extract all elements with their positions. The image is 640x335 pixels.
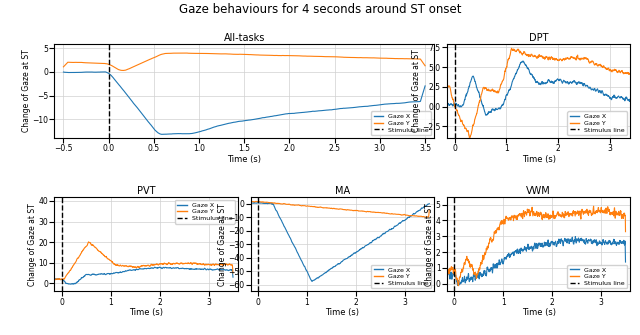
Y-axis label: Change of Gaze at ST: Change of Gaze at ST	[218, 203, 227, 285]
Y-axis label: Change of Gaze at ST: Change of Gaze at ST	[28, 203, 37, 285]
X-axis label: Time (s): Time (s)	[522, 155, 556, 164]
Title: MA: MA	[335, 186, 350, 196]
X-axis label: Time (s): Time (s)	[227, 155, 261, 164]
Title: VWM: VWM	[526, 186, 551, 196]
Text: Gaze behaviours for 4 seconds around ST onset: Gaze behaviours for 4 seconds around ST …	[179, 3, 461, 16]
Legend: Gaze X, Gaze Y, Stimulus line: Gaze X, Gaze Y, Stimulus line	[567, 112, 627, 135]
Legend: Gaze X, Gaze Y, Stimulus line: Gaze X, Gaze Y, Stimulus line	[567, 265, 627, 288]
Legend: Gaze X, Gaze Y, Stimulus line: Gaze X, Gaze Y, Stimulus line	[175, 200, 235, 223]
Y-axis label: Change of Gaze at ST: Change of Gaze at ST	[22, 50, 31, 132]
Legend: Gaze X, Gaze Y, Stimulus line: Gaze X, Gaze Y, Stimulus line	[371, 265, 431, 288]
Title: DPT: DPT	[529, 33, 548, 43]
Y-axis label: Change of Gaze at ST: Change of Gaze at ST	[426, 203, 435, 285]
Y-axis label: Change of Gaze at ST: Change of Gaze at ST	[412, 50, 421, 132]
X-axis label: Time (s): Time (s)	[129, 308, 163, 317]
X-axis label: Time (s): Time (s)	[522, 308, 556, 317]
Title: PVT: PVT	[137, 186, 156, 196]
Legend: Gaze X, Gaze Y, Stimulus line: Gaze X, Gaze Y, Stimulus line	[371, 112, 431, 135]
Title: All-tasks: All-tasks	[223, 33, 265, 43]
X-axis label: Time (s): Time (s)	[325, 308, 360, 317]
